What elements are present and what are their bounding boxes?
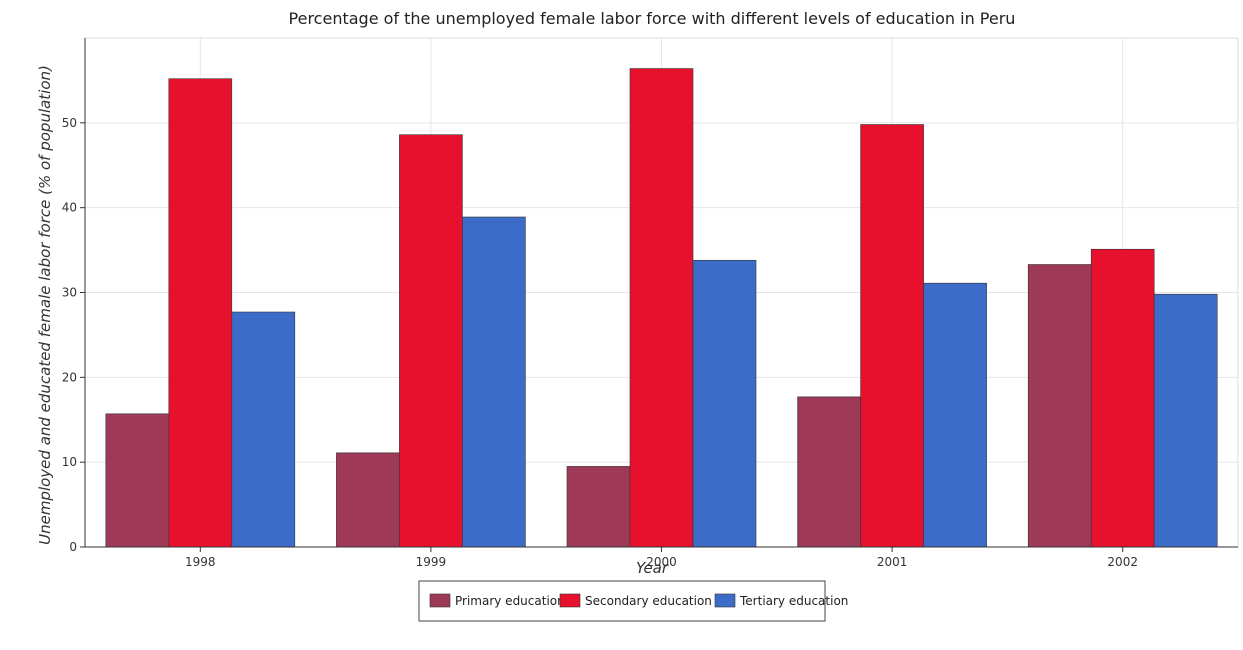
legend-swatch [714,593,736,608]
x-axis-label: Year [636,559,669,577]
y-tick-label: 0 [69,540,77,554]
bar [336,452,400,548]
legend-label: Primary education [455,594,565,608]
legend-label: Tertiary education [739,594,848,608]
legend-box [418,580,826,622]
legend-label: Secondary education [585,594,712,608]
y-tick-label: 40 [62,201,77,215]
x-tick-label: 1998 [185,555,216,569]
bar [692,259,757,548]
legend: Primary education Secondary education Tert… [418,580,848,622]
bar [168,78,233,548]
y-tick-label: 50 [62,116,77,130]
bar [399,134,463,548]
bar [105,413,170,548]
chart-title: Percentage of the unemployed female labo… [289,9,1016,28]
x-tick-label: 2000 [646,555,677,569]
y-tick-label: 30 [62,286,77,300]
bar [923,282,987,548]
legend-swatch [429,593,451,608]
bar [860,124,924,548]
legend-swatch [559,593,581,608]
bar [566,466,631,548]
x-tick-label: 2002 [1107,555,1138,569]
y-tick-label: 10 [62,455,77,469]
x-tick-label: 1999 [416,555,447,569]
bar [797,396,861,548]
bar [231,311,296,548]
bar [629,68,694,548]
axes: 0 10 20 30 40 50 1998 1999 2000 2001 2002 [62,38,1238,569]
x-tick-label: 2001 [877,555,908,569]
bars [105,68,1218,548]
bar [1090,248,1155,548]
y-axis-label: Unemployed and educated female labor for… [36,65,54,545]
bar [1153,293,1218,548]
bar [1027,264,1092,548]
y-tick-label: 20 [62,370,77,384]
bar [462,216,526,548]
